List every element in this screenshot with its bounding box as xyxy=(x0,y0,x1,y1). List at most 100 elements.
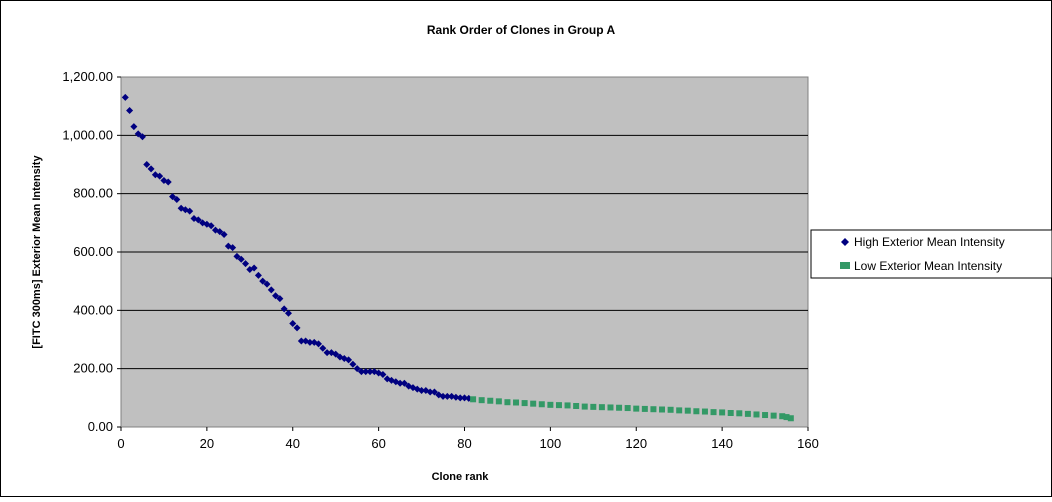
data-point-low xyxy=(676,407,683,414)
data-point-low xyxy=(504,399,511,406)
data-point-high xyxy=(220,231,228,238)
y-tick-label: 600.00 xyxy=(73,244,113,259)
y-tick-label: 800.00 xyxy=(73,186,113,201)
data-point-low xyxy=(667,406,674,413)
data-point-low xyxy=(530,400,537,407)
data-point-high xyxy=(319,344,327,352)
data-point-low xyxy=(607,404,614,411)
data-point-high xyxy=(259,277,267,285)
data-point-low xyxy=(590,403,597,410)
data-point-high xyxy=(306,338,314,346)
x-axis-title: Clone rank xyxy=(432,471,490,483)
data-point-low xyxy=(573,403,580,409)
data-point-high xyxy=(121,93,129,101)
x-tick-label: 120 xyxy=(625,436,647,451)
data-point-high xyxy=(443,392,451,400)
x-tick-label: 100 xyxy=(540,436,562,451)
data-point-high xyxy=(126,107,134,115)
data-point-high xyxy=(461,394,468,402)
chart-title: Rank Order of Clones in Group A xyxy=(427,23,616,37)
data-point-low xyxy=(659,406,666,413)
data-point-high xyxy=(456,394,464,402)
data-point-high xyxy=(173,196,181,203)
data-point-high xyxy=(293,324,301,332)
data-point-high xyxy=(353,365,361,373)
y-tick-label: 1,000.00 xyxy=(62,127,113,142)
data-point-low xyxy=(633,405,640,412)
data-point-high xyxy=(323,349,331,357)
data-point-low xyxy=(487,397,494,404)
data-point-low xyxy=(641,405,648,412)
y-tick-labels: 0.00 200.00 400.00 600.00 800.00 1,000.00 1,20… xyxy=(62,69,121,434)
x-tick-label: 40 xyxy=(286,436,300,451)
x-tick-label: 0 xyxy=(117,436,124,451)
data-point-low xyxy=(779,413,786,420)
data-point-low xyxy=(710,409,717,416)
data-point-high xyxy=(315,340,323,348)
data-point-low xyxy=(470,396,477,403)
data-point-low xyxy=(753,411,760,418)
data-point-low xyxy=(770,412,777,419)
data-point-high xyxy=(357,368,365,376)
data-point-high xyxy=(250,264,258,272)
data-point-high xyxy=(284,309,292,317)
data-point-low xyxy=(762,412,769,419)
data-point-high xyxy=(418,387,426,395)
data-point-low xyxy=(624,405,631,412)
data-point-low xyxy=(555,402,562,409)
data-point-high xyxy=(439,392,447,400)
data-point-low xyxy=(693,408,700,415)
data-point-high xyxy=(276,295,284,303)
data-point-high xyxy=(396,379,404,387)
legend-box xyxy=(810,229,1052,279)
data-point-low xyxy=(581,403,588,410)
data-point-low xyxy=(719,409,726,416)
data-point-high xyxy=(229,244,237,252)
data-point-high xyxy=(169,193,177,201)
data-point-high xyxy=(426,388,434,396)
data-point-low xyxy=(736,410,743,417)
data-point-high xyxy=(272,292,280,300)
data-point-low xyxy=(650,406,657,413)
data-point-low xyxy=(684,407,691,414)
data-point-high xyxy=(289,319,297,327)
grid-lines xyxy=(121,134,808,370)
data-point-low xyxy=(513,399,520,406)
data-points xyxy=(121,93,794,422)
data-point-high xyxy=(452,393,460,401)
data-point-low xyxy=(744,410,751,417)
y-tick-label: 1,200.00 xyxy=(62,69,113,84)
data-point-high xyxy=(297,337,305,345)
data-point-high xyxy=(156,172,164,180)
y-tick-label: 400.00 xyxy=(73,302,113,317)
data-point-low xyxy=(495,398,502,405)
data-point-high xyxy=(233,252,241,260)
data-point-high xyxy=(147,165,155,173)
data-point-low xyxy=(727,410,734,416)
data-point-high xyxy=(242,260,250,268)
data-point-low xyxy=(564,402,571,409)
data-point-high xyxy=(194,216,202,224)
data-point-high xyxy=(254,271,262,279)
data-point-high xyxy=(134,130,142,138)
data-point-high xyxy=(237,255,245,263)
x-tick-label: 160 xyxy=(797,436,819,451)
y-tick-label: 0.00 xyxy=(88,419,113,434)
data-point-low xyxy=(478,397,485,404)
data-point-low xyxy=(701,408,708,415)
data-point-high xyxy=(430,388,438,396)
legend: High Exterior Mean Intensity Low Exterio… xyxy=(810,229,1052,279)
x-tick-label: 140 xyxy=(711,436,733,451)
data-point-low xyxy=(547,401,554,408)
data-point-high xyxy=(186,207,194,215)
data-point-high xyxy=(349,360,357,368)
legend-marker-low xyxy=(840,262,850,269)
data-point-high xyxy=(143,161,151,168)
data-point-high xyxy=(130,123,138,131)
data-point-high xyxy=(267,286,275,294)
legend-label-low: Low Exterior Mean Intensity xyxy=(854,259,1002,273)
data-point-low xyxy=(616,404,623,411)
data-point-low xyxy=(521,400,528,407)
